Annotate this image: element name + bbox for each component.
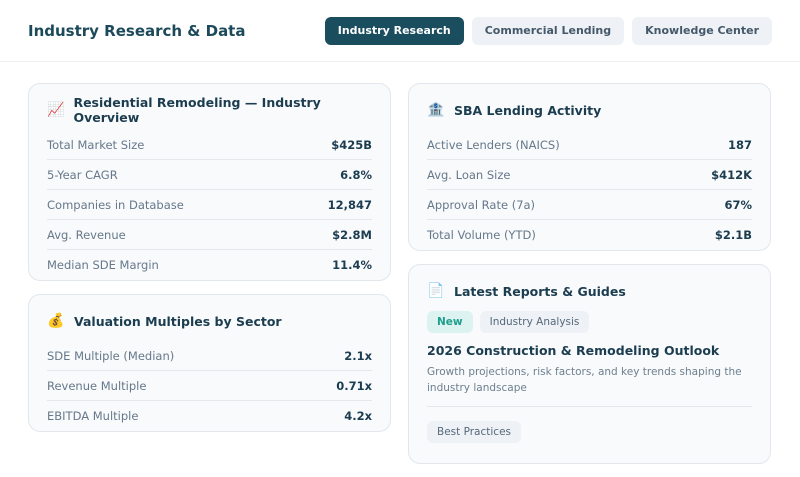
stat-row: Companies in Database 12,847	[47, 190, 372, 220]
card-title: SBA Lending Activity	[454, 102, 602, 118]
bank-icon: 🏦	[427, 102, 445, 118]
report-description: Growth projections, risk factors, and ke…	[427, 364, 752, 407]
stat-value: 0.71x	[336, 378, 372, 393]
report-title[interactable]: 2026 Construction & Remodeling Outlook	[427, 343, 720, 358]
chart-increasing-icon: 📈	[47, 102, 65, 118]
new-badge: New	[427, 311, 473, 333]
stat-label: Active Lenders (NAICS)	[427, 137, 560, 152]
nav-tabs: Industry Research Commercial Lending Kno…	[324, 16, 772, 45]
stat-row: Total Market Size $425B	[47, 130, 372, 160]
document-icon: 📄	[427, 283, 445, 299]
stat-value: 67%	[724, 197, 752, 212]
stat-label: Avg. Revenue	[47, 227, 126, 242]
tab-commercial-lending[interactable]: Commercial Lending	[471, 16, 625, 45]
stat-label: Revenue Multiple	[47, 378, 147, 393]
tab-knowledge-center[interactable]: Knowledge Center	[632, 16, 772, 45]
stat-value: 2.1x	[344, 348, 372, 363]
stat-row: Avg. Loan Size $412K	[427, 160, 752, 190]
stat-label: Median SDE Margin	[47, 258, 159, 272]
stat-row: Revenue Multiple 0.71x	[47, 371, 372, 401]
card-title: Residential Remodeling — Industry Overvi…	[73, 95, 321, 125]
stat-row: SDE Multiple (Median) 2.1x	[47, 341, 372, 371]
stat-value: $2.8M	[332, 227, 372, 242]
sba-rows: Active Lenders (NAICS) 187 Avg. Loan Size $…	[427, 130, 752, 250]
card-title: Valuation Multiples by Sector	[74, 313, 282, 329]
stat-label: Approval Rate (7a)	[427, 197, 536, 212]
header: Industry Research & Data Industry Resear…	[0, 0, 800, 62]
report-item[interactable]: New Industry Analysis 2026 Construction &…	[427, 311, 752, 407]
stat-value: $2.1B	[714, 228, 752, 242]
stat-label: Companies in Database	[47, 197, 184, 212]
stat-row: Total Volume (YTD) $2.1B	[427, 220, 752, 250]
stat-label: Total Volume (YTD)	[427, 228, 536, 242]
page-title: Industry Research & Data	[28, 21, 246, 40]
category-tag: Industry Analysis	[479, 311, 590, 333]
stat-row: Median SDE Margin 11.4%	[47, 250, 372, 280]
right-column: 🏦 SBA Lending Activity Active Lenders (NA…	[408, 83, 771, 477]
stat-value: $412K	[711, 167, 752, 182]
valuation-card: 💰 Valuation Multiples by Sector SDE Multi…	[28, 294, 391, 432]
stat-row: EBITDA Multiple 4.2x	[47, 401, 372, 431]
stat-value: $425B	[331, 137, 372, 152]
stat-label: 5-Year CAGR	[47, 167, 118, 182]
stat-label: SDE Multiple (Median)	[47, 348, 175, 363]
valuation-rows: SDE Multiple (Median) 2.1x Revenue Multipl…	[47, 341, 372, 431]
stat-row: Approval Rate (7a) 67%	[427, 190, 752, 220]
stat-value: 11.4%	[332, 258, 372, 272]
overview-card: 📈 Residential Remodeling — Industry Overv…	[28, 83, 391, 281]
stat-row: Avg. Revenue $2.8M	[47, 220, 372, 250]
sba-card: 🏦 SBA Lending Activity Active Lenders (NA…	[408, 83, 771, 251]
card-title: Latest Reports & Guides	[454, 283, 626, 299]
tab-industry-research[interactable]: Industry Research	[324, 16, 464, 45]
category-tag: Best Practices	[427, 421, 521, 443]
overview-rows: Total Market Size $425B 5-Year CAGR 6.8% Com…	[47, 130, 372, 280]
left-column: 📈 Residential Remodeling — Industry Overv…	[28, 83, 391, 445]
reports-card: 📄 Latest Reports & Guides New Industry Ana…	[408, 264, 771, 464]
stat-value: 12,847	[327, 197, 372, 212]
stat-value: 4.2x	[344, 409, 372, 423]
money-bag-icon: 💰	[47, 313, 65, 329]
stat-label: Avg. Loan Size	[427, 167, 511, 182]
stat-row: Active Lenders (NAICS) 187	[427, 130, 752, 160]
stat-value: 187	[727, 137, 752, 152]
report-item[interactable]: Best Practices	[427, 421, 752, 443]
stat-value: 6.8%	[340, 167, 372, 182]
stat-row: 5-Year CAGR 6.8%	[47, 160, 372, 190]
stat-label: Total Market Size	[47, 137, 145, 152]
stat-label: EBITDA Multiple	[47, 409, 139, 423]
